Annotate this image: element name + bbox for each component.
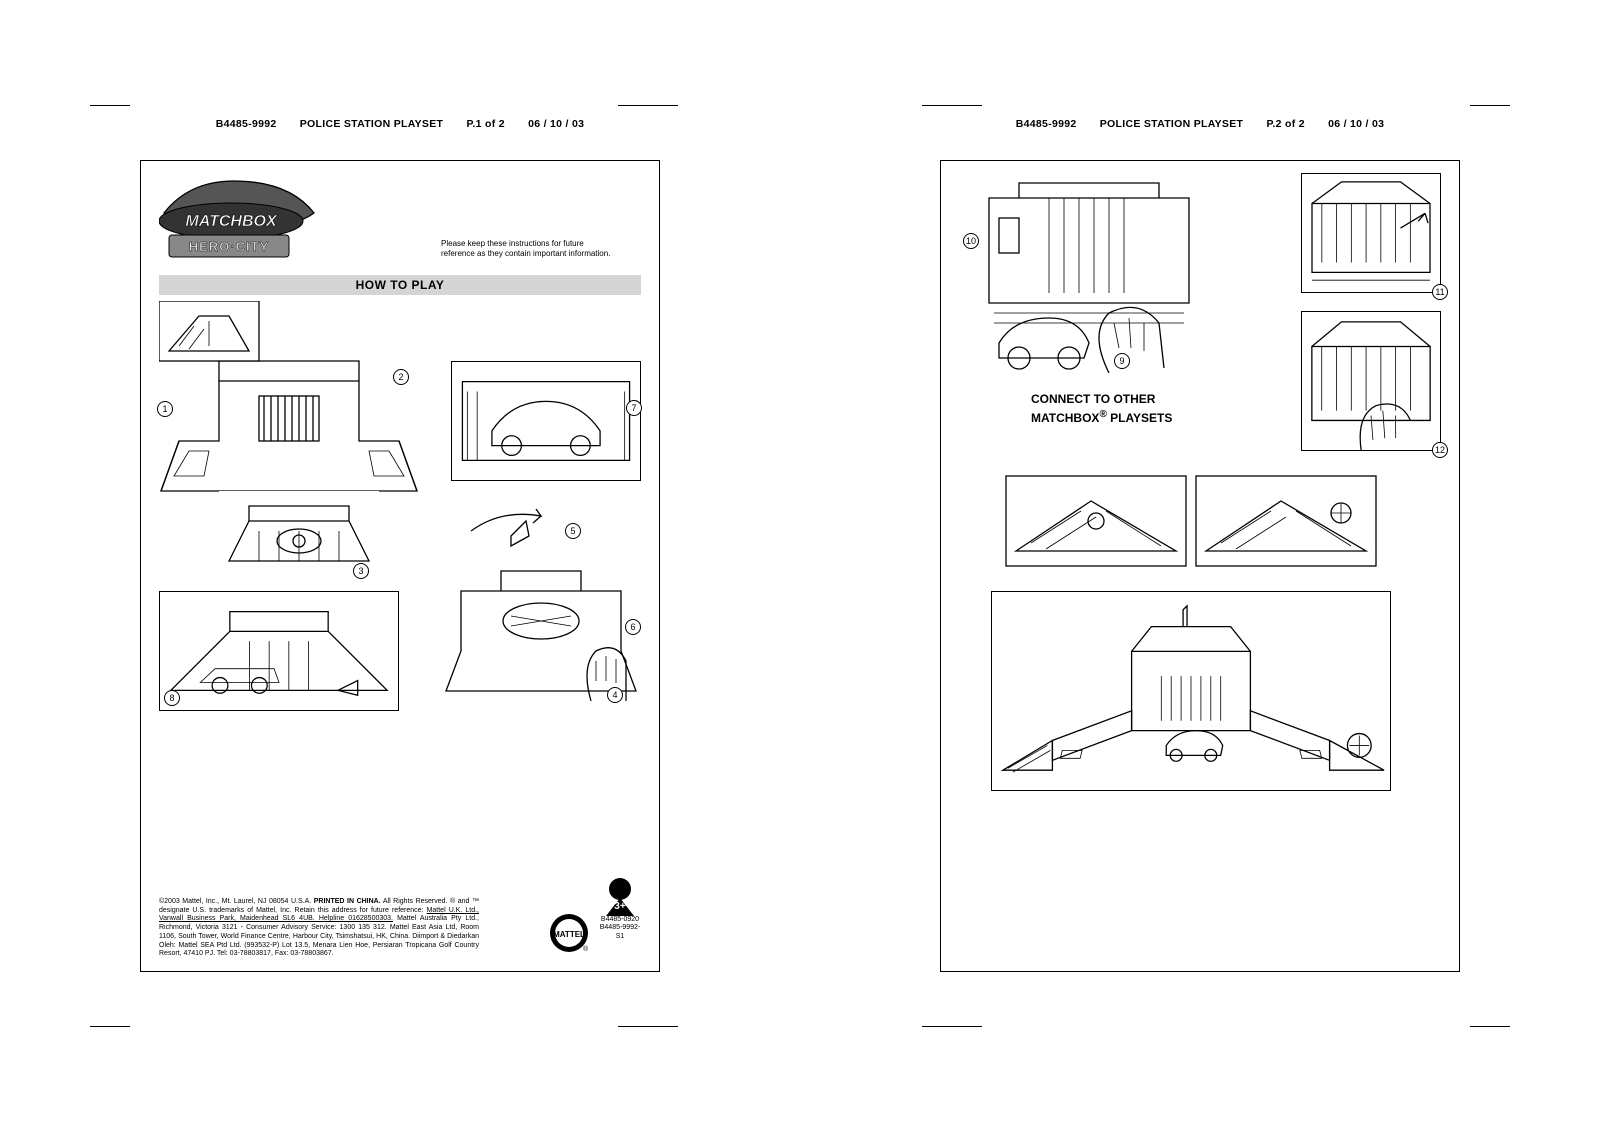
age-body-icon: 3+ bbox=[606, 898, 634, 916]
sku: B4485-9992 bbox=[1016, 118, 1077, 130]
page-2-content: 10 9 11 bbox=[940, 160, 1460, 972]
step-number-6: 6 bbox=[625, 619, 641, 635]
page-indicator: P.1 of 2 bbox=[466, 118, 504, 130]
step-number-1: 1 bbox=[157, 401, 173, 417]
legal-t1: ©2003 Mattel, Inc., Mt. Laurel, NJ 08054… bbox=[159, 898, 314, 905]
date: 06 / 10 / 03 bbox=[1328, 118, 1384, 130]
illustration-combined-playsets bbox=[991, 591, 1391, 791]
step-number-10: 10 bbox=[963, 233, 979, 249]
connect-heading: CONNECT TO OTHER MATCHBOX® PLAYSETS bbox=[1031, 391, 1231, 427]
page-1: B4485-9992 POLICE STATION PLAYSET P.1 of… bbox=[0, 0, 800, 1132]
how-to-play-heading: HOW TO PLAY bbox=[159, 275, 641, 295]
illustration-step-5-6: 5 6 4 bbox=[441, 501, 641, 701]
page-2: B4485-9992 POLICE STATION PLAYSET P.2 of… bbox=[800, 0, 1600, 1132]
svg-text:MATCHBOX: MATCHBOX bbox=[185, 213, 278, 230]
step-number-11: 11 bbox=[1432, 284, 1448, 300]
instruction-spread: B4485-9992 POLICE STATION PLAYSET P.1 of… bbox=[0, 0, 1600, 1132]
mattel-logo: MATTEL ® bbox=[549, 913, 589, 953]
connect-brand: MATCHBOX bbox=[1031, 411, 1099, 425]
svg-text:®: ® bbox=[583, 945, 589, 953]
illustration-step-7: 7 bbox=[451, 361, 641, 481]
connect-reg: ® bbox=[1099, 409, 1106, 420]
page-1-header: B4485-9992 POLICE STATION PLAYSET P.1 of… bbox=[0, 118, 800, 130]
illustration-connectors bbox=[1001, 471, 1381, 571]
matchbox-logo: MATCHBOX HERO·CITY bbox=[159, 173, 319, 263]
date: 06 / 10 / 03 bbox=[528, 118, 584, 130]
keep-instructions-note: Please keep these instructions for futur… bbox=[441, 239, 611, 259]
age-code-2: B4485-9992-S1 bbox=[599, 924, 641, 941]
step-number-3: 3 bbox=[353, 563, 369, 579]
legal-text: ©2003 Mattel, Inc., Mt. Laurel, NJ 08054… bbox=[159, 898, 479, 959]
product-title: POLICE STATION PLAYSET bbox=[300, 118, 444, 130]
svg-text:MATTEL: MATTEL bbox=[553, 930, 585, 939]
svg-text:HERO·CITY: HERO·CITY bbox=[189, 239, 270, 254]
step-number-7: 7 bbox=[626, 400, 642, 416]
step-number-9: 9 bbox=[1114, 353, 1130, 369]
age-grade: 3+ B4485-0920 B4485-9992-S1 bbox=[599, 878, 641, 941]
page-1-content: MATCHBOX HERO·CITY Please keep these ins… bbox=[140, 160, 660, 972]
sku: B4485-9992 bbox=[216, 118, 277, 130]
step-number-4: 4 bbox=[607, 687, 623, 703]
keep-note-line1: Please keep these instructions for futur… bbox=[441, 239, 611, 249]
illustration-step-1-2: 1 2 bbox=[159, 301, 419, 501]
illustration-step-8: 8 bbox=[159, 591, 399, 711]
connect-post: PLAYSETS bbox=[1107, 411, 1173, 425]
age-value: 3+ bbox=[609, 901, 631, 913]
page-indicator: P.2 of 2 bbox=[1266, 118, 1304, 130]
product-title: POLICE STATION PLAYSET bbox=[1100, 118, 1244, 130]
age-code-1: B4485-0920 bbox=[599, 916, 641, 924]
illustration-step-12: 12 bbox=[1301, 311, 1441, 451]
illustration-step-11: 11 bbox=[1301, 173, 1441, 293]
illustration-step-3: 3 bbox=[219, 491, 379, 581]
connect-line2: MATCHBOX® PLAYSETS bbox=[1031, 408, 1231, 427]
page-2-header: B4485-9992 POLICE STATION PLAYSET P.2 of… bbox=[800, 118, 1600, 130]
page-1-illustrations: 1 2 3 bbox=[159, 301, 641, 881]
illustration-step-9-10: 10 9 bbox=[959, 173, 1219, 373]
step-number-2: 2 bbox=[393, 369, 409, 385]
step-number-5: 5 bbox=[565, 523, 581, 539]
connect-line1: CONNECT TO OTHER bbox=[1031, 391, 1231, 408]
age-head-icon bbox=[609, 878, 631, 900]
legal-printed: PRINTED IN CHINA. bbox=[314, 898, 381, 905]
step-number-12: 12 bbox=[1432, 442, 1448, 458]
step-number-8: 8 bbox=[164, 690, 180, 706]
keep-note-line2: reference as they contain important info… bbox=[441, 249, 611, 259]
